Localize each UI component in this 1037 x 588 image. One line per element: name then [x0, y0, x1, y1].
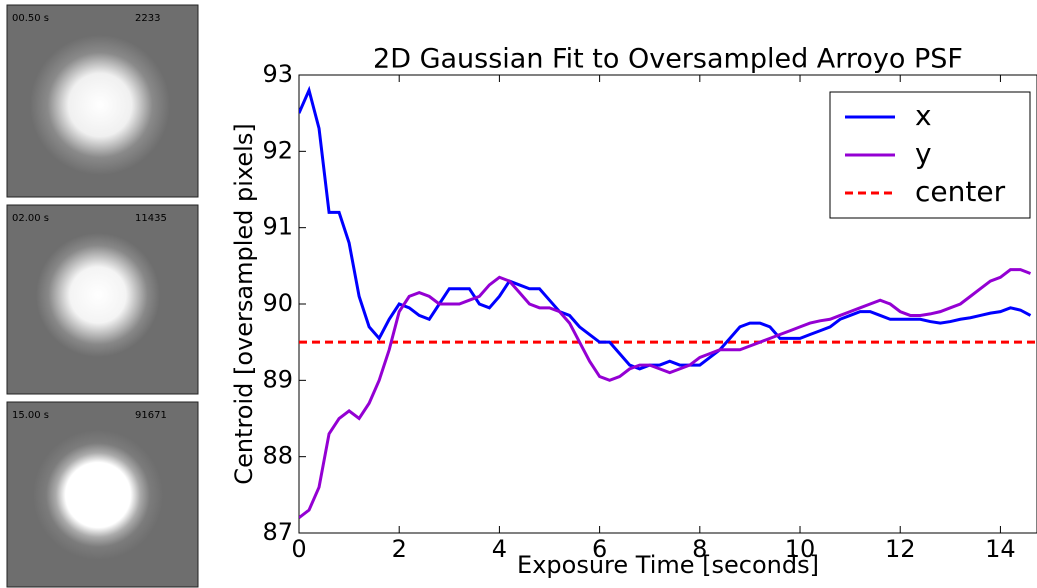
- x-tick-label: 8: [692, 535, 707, 563]
- y-tick-label: 92: [262, 136, 293, 164]
- chart-title: 2D Gaussian Fit to Oversampled Arroyo PS…: [373, 44, 963, 75]
- legend-label: center: [915, 175, 1006, 208]
- x-tick-label: 0: [291, 535, 306, 563]
- y-tick-label: 87: [262, 518, 293, 546]
- y-axis-label: Centroid [oversampled pixels]: [230, 123, 258, 484]
- legend-label: y: [915, 137, 932, 170]
- panel-time: 00.50 s: [12, 13, 49, 24]
- panel-count: 91671: [135, 410, 167, 421]
- y-tick-label: 91: [262, 213, 293, 241]
- psf-image: [33, 430, 163, 560]
- x-tick-label: 4: [492, 535, 507, 563]
- psf-image: [30, 35, 170, 175]
- legend-label: x: [915, 99, 932, 132]
- x-axis-label: Exposure Time [seconds]: [517, 551, 819, 579]
- screenshot: 00.50 s 2233 02.00 s 11435 15.00 s 91671…: [0, 0, 1037, 588]
- x-tick-label: 6: [592, 535, 607, 563]
- x-tick-label: 14: [985, 535, 1016, 563]
- x-tick-label: 12: [885, 535, 916, 563]
- y-tick-label: 88: [262, 442, 293, 470]
- y-tick-label: 89: [262, 365, 293, 393]
- psf-image: [36, 233, 160, 357]
- panel-count: 2233: [135, 13, 160, 24]
- panels: 00.50 s 2233 02.00 s 11435 15.00 s 91671: [7, 5, 198, 587]
- x-tick-label: 2: [392, 535, 407, 563]
- y-tick-label: 93: [262, 60, 293, 88]
- panel-time: 15.00 s: [12, 410, 49, 421]
- panel-count: 11435: [135, 213, 167, 224]
- y-tick-label: 90: [262, 289, 293, 317]
- panel-time: 02.00 s: [12, 213, 49, 224]
- x-tick-label: 10: [785, 535, 816, 563]
